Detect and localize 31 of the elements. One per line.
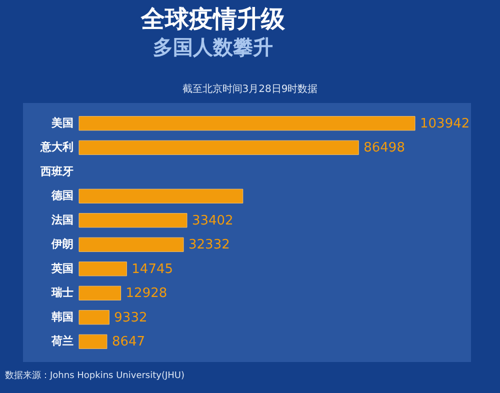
y-tick-label: 美国: [50, 116, 74, 130]
bar: [78, 237, 184, 252]
bar: [78, 213, 188, 228]
data-label: 103942: [420, 116, 470, 132]
bar: [78, 310, 110, 325]
bar: [78, 188, 244, 204]
y-tick-label: 德国: [50, 189, 74, 202]
data-label: 12928: [126, 286, 168, 302]
data-label: 9332: [114, 310, 148, 326]
bar: [78, 262, 127, 276]
data-label: 8647: [112, 334, 146, 350]
y-tick-label: 英国: [50, 262, 74, 275]
chart-subtitle: 多国人数攀升: [153, 35, 273, 59]
data-label: 33402: [192, 213, 234, 228]
bar: [78, 286, 122, 300]
bar: [78, 116, 416, 131]
y-tick-label: 西班牙: [40, 164, 74, 178]
source-note: 数据来源：Johns Hopkins University(JHU): [5, 370, 185, 381]
y-tick-label: 伊朗: [50, 238, 74, 251]
y-tick-label: 韩国: [50, 310, 74, 324]
data-label: 86498: [364, 140, 405, 156]
text: 截至北京时间3月28日9时数据: [182, 83, 318, 95]
y-tick-label: 荷兰: [50, 334, 74, 348]
chart-title: 全球疫情升级: [140, 5, 286, 33]
data-label: 32332: [188, 238, 230, 253]
y-tick-label: 瑞士: [50, 286, 74, 300]
y-tick-label: 法国: [50, 213, 74, 226]
data-label: 14745: [132, 262, 174, 277]
bar: [78, 334, 108, 349]
bar: [78, 140, 359, 155]
y-tick-label: 意大利: [40, 140, 74, 154]
